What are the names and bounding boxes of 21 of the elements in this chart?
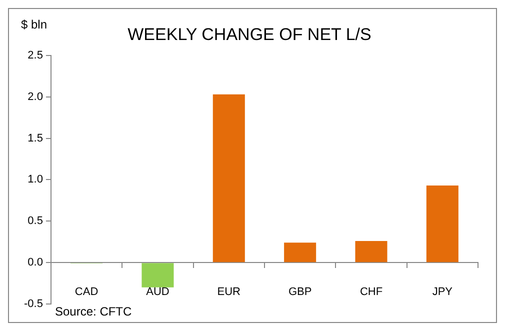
chart-title: WEEKLY CHANGE OF NET L/S — [128, 24, 372, 44]
bar — [426, 186, 458, 262]
x-tick-label: JPY — [432, 286, 454, 298]
x-tick-label: CHF — [360, 286, 383, 298]
bar — [142, 263, 174, 288]
y-tick-label: 0.0 — [28, 256, 43, 269]
x-tick-label: GBP — [288, 286, 312, 298]
y-tick-label: 1.5 — [28, 132, 43, 144]
y-tick-label: -0.5 — [24, 298, 43, 310]
y-tick-label: 1.0 — [28, 174, 43, 186]
y-axis-title: $ bln — [21, 17, 48, 32]
bar — [212, 94, 245, 262]
x-tick-label: AUD — [146, 286, 170, 298]
x-tick-label: EUR — [217, 286, 241, 298]
bar — [355, 241, 388, 262]
y-tick-label: 0.5 — [28, 215, 43, 228]
y-tick-label: 2.0 — [28, 90, 43, 103]
x-tick-label: CAD — [74, 286, 98, 298]
y-tick-label: 2.5 — [28, 49, 43, 62]
bar — [284, 242, 316, 262]
source-note: Source: CFTC — [55, 304, 132, 318]
